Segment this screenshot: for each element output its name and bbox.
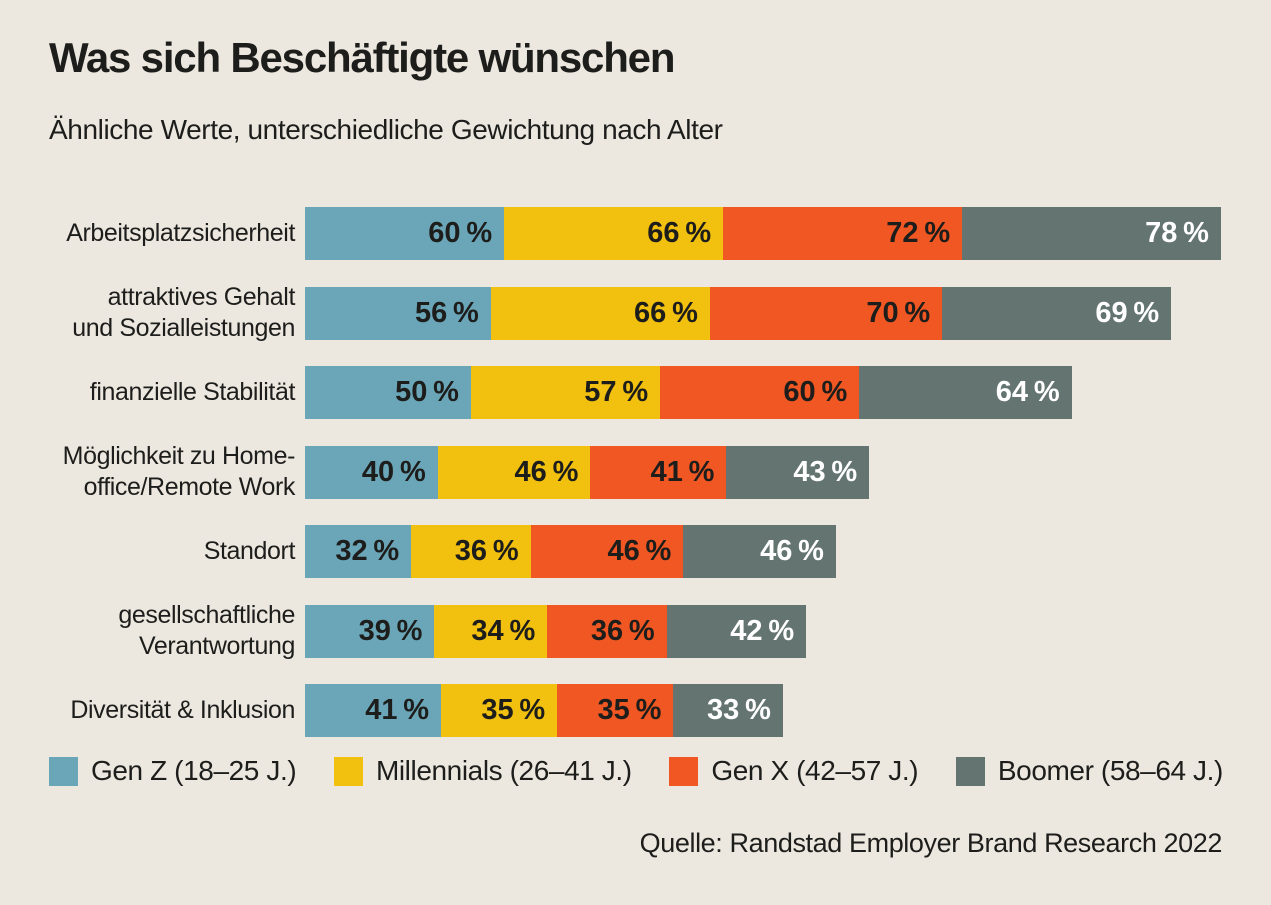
chart-row: gesellschaftliche Verantwortung 39 % 34 % 36… <box>0 600 1271 662</box>
segment-value-label: 46 % <box>760 535 824 567</box>
legend-item: Millennials (26–41 J.) <box>333 755 632 787</box>
segment-value-label: 33 % <box>707 694 771 726</box>
bar-segment: 41 % <box>305 684 442 737</box>
bar-segment: 39 % <box>305 604 435 658</box>
bar-segment: 34 % <box>434 604 548 658</box>
legend-item: Gen X (42–57 J.) <box>669 755 919 787</box>
chart-row: Möglichkeit zu Home-office/Remote Work 40… <box>0 441 1271 503</box>
bar-segment: 72 % <box>723 207 963 260</box>
bar-segment: 46 % <box>437 445 591 499</box>
segment-value-label: 43 % <box>793 455 858 488</box>
chart-row: finanzielle Stabilität 50 % 57 % 60 % 64 % <box>0 366 1271 419</box>
chart-legend: Gen Z (18–25 J.) Millennials (26–41 J.) Ge… <box>49 755 1223 787</box>
segment-value-label: 42 % <box>730 614 795 647</box>
bar-segment: 43 % <box>726 445 870 499</box>
bar-segment: 40 % <box>305 445 438 499</box>
stacked-bar: 50 % 57 % 60 % 64 % <box>305 366 1072 419</box>
bar-segment: 70 % <box>709 286 943 340</box>
bar-segment: 66 % <box>504 207 724 260</box>
segment-value-label: 40 % <box>361 455 426 488</box>
segment-value-label: 41 % <box>365 694 430 726</box>
segment-value-label: 60 % <box>428 217 493 249</box>
segment-value-label: 78 % <box>1145 217 1209 249</box>
category-label: Arbeitsplatzsicherheit <box>66 219 295 247</box>
segment-value-label: 70 % <box>866 296 931 329</box>
segment-value-label: 35 % <box>597 694 662 726</box>
segment-value-label: 69 % <box>1095 296 1160 329</box>
bar-segment: 36 % <box>547 604 667 658</box>
legend-swatch-icon <box>669 756 699 786</box>
bar-segment: 60 % <box>305 207 505 260</box>
bar-segment: 32 % <box>305 525 412 578</box>
category-label: gesellschaftliche Verantwortung <box>118 601 295 660</box>
segment-value-label: 60 % <box>783 376 848 408</box>
legend-swatch-icon <box>49 756 78 786</box>
legend-item: Boomer (58–64 J.) <box>955 755 1223 787</box>
legend-label: Millennials (26–41 J.) <box>375 755 632 786</box>
segment-value-label: 66 % <box>647 217 712 249</box>
segment-value-label: 39 % <box>358 614 423 647</box>
stacked-bar: 39 % 34 % 36 % 42 % <box>305 604 807 658</box>
legend-label: Gen X (42–57 J.) <box>711 755 919 786</box>
legend-swatch-icon <box>333 756 363 786</box>
bar-segment: 50 % <box>305 366 471 419</box>
legend-label: Gen Z (18–25 J.) <box>91 755 297 786</box>
bar-segment: 33 % <box>673 684 783 737</box>
chart-title: Was sich Beschäftigte wünschen <box>49 34 675 81</box>
stacked-bar: 56 % 66 % 70 % 69 % <box>305 286 1172 340</box>
bar-segment: 35 % <box>557 684 674 737</box>
bar-segment: 35 % <box>441 684 558 737</box>
category-label: Standort <box>203 537 296 565</box>
stacked-bar: 40 % 46 % 41 % 43 % <box>305 445 870 499</box>
legend-label: Boomer (58–64 J.) <box>997 755 1223 786</box>
bar-segment: 66 % <box>490 286 710 340</box>
chart-row: Standort 32 % 36 % 46 % 46 % <box>0 525 1271 578</box>
category-label: Möglichkeit zu Home-office/Remote Work <box>62 442 296 501</box>
chart-subtitle: Ähnliche Werte, unterschiedliche Gewicht… <box>49 114 723 145</box>
bar-segment: 60 % <box>660 366 860 419</box>
bar-segment: 42 % <box>666 604 807 658</box>
category-label: Diversität & Inklusion <box>70 696 295 724</box>
bar-segment: 41 % <box>590 445 727 499</box>
segment-value-label: 46 % <box>514 455 579 488</box>
segment-value-label: 36 % <box>454 535 519 567</box>
bar-segment: 46 % <box>683 525 836 578</box>
bar-segment: 64 % <box>859 366 1072 419</box>
segment-value-label: 46 % <box>607 535 672 567</box>
segment-value-label: 66 % <box>634 296 698 329</box>
stacked-bar: 41 % 35 % 35 % 33 % <box>305 684 783 737</box>
bar-segment: 69 % <box>942 286 1172 340</box>
chart-row: Arbeitsplatzsicherheit 60 % 66 % 72 % 78 % <box>0 207 1271 260</box>
segment-value-label: 56 % <box>414 296 479 329</box>
segment-value-label: 72 % <box>886 217 951 249</box>
segment-value-label: 35 % <box>481 694 546 726</box>
source-credit: Quelle: Randstad Employer Brand Research… <box>639 828 1223 858</box>
stacked-bar-chart: Arbeitsplatzsicherheit 60 % 66 % 72 % 78 % at… <box>0 207 1271 759</box>
bar-segment: 78 % <box>962 207 1221 260</box>
segment-value-label: 50 % <box>395 376 459 408</box>
category-label: attraktives Gehalt und Sozialleistungen <box>72 283 295 342</box>
bar-segment: 56 % <box>305 286 491 340</box>
segment-value-label: 36 % <box>590 614 655 647</box>
chart-row: attraktives Gehalt und Sozialleistungen 56… <box>0 282 1271 344</box>
stacked-bar: 60 % 66 % 72 % 78 % <box>305 207 1221 260</box>
stacked-bar: 32 % 36 % 46 % 46 % <box>305 525 836 578</box>
segment-value-label: 64 % <box>995 376 1060 408</box>
bar-segment: 36 % <box>411 525 531 578</box>
bar-segment: 46 % <box>530 525 684 578</box>
legend-swatch-icon <box>955 756 985 786</box>
segment-value-label: 34 % <box>471 614 536 647</box>
segment-value-label: 57 % <box>584 376 649 408</box>
chart-row: Diversität & Inklusion 41 % 35 % 35 % 33 % <box>0 684 1271 737</box>
category-label: finanzielle Stabilität <box>89 378 296 406</box>
segment-value-label: 41 % <box>650 455 715 488</box>
bar-segment: 57 % <box>470 366 661 419</box>
legend-item: Gen Z (18–25 J.) <box>49 755 297 787</box>
segment-value-label: 32 % <box>335 535 400 567</box>
